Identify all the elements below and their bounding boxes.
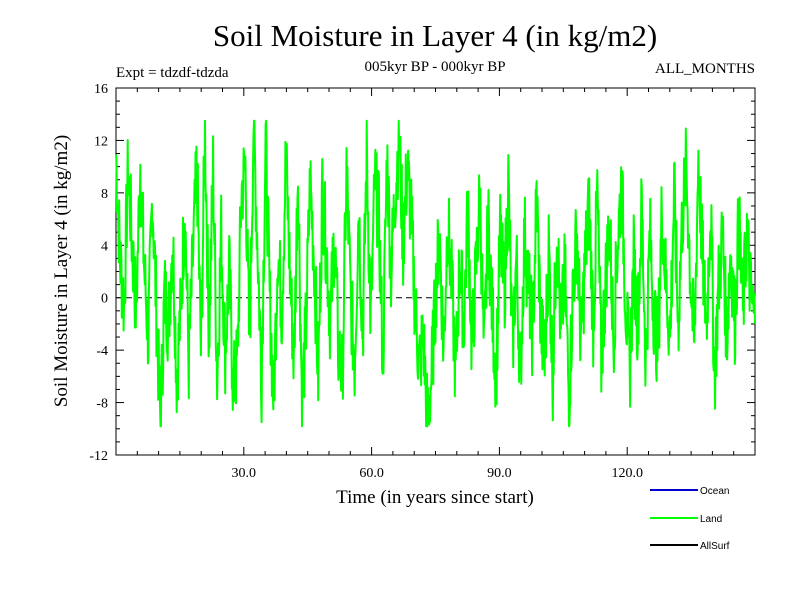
x-tick-label: 90.0 — [487, 466, 512, 481]
chart-title: Soil Moisture in Layer 4 (in kg/m2) — [213, 18, 657, 53]
experiment-label: Expt = tdzdf-tdzda — [116, 65, 229, 81]
legend: Ocean Land AllSurf — [650, 486, 730, 552]
y-tick-label: 0 — [101, 292, 108, 307]
y-tick-label: 12 — [94, 134, 108, 149]
y-axis-label: Soil Moisture in Layer 4 (in kg/m2) — [51, 135, 72, 407]
axis-ticks — [116, 87, 755, 456]
y-tick-label: 4 — [101, 239, 108, 254]
x-tick-label: 120.0 — [611, 466, 643, 481]
months-label: ALL_MONTHS — [655, 61, 755, 77]
x-tick-label: 60.0 — [359, 466, 384, 481]
x-tick-label: 30.0 — [232, 466, 257, 481]
y-tick-label: 16 — [94, 82, 108, 97]
axis-tick-labels: -12 -8 -4 0 4 8 12 16 30.0 60.0 90.0 120.0 — [89, 82, 643, 481]
y-tick-label: -4 — [96, 344, 108, 359]
legend-label-allsurf: AllSurf — [700, 541, 730, 552]
x-axis-label: Time (in years since start) — [336, 487, 534, 508]
period-label: 005kyr BP - 000kyr BP — [364, 59, 505, 75]
legend-label-ocean: Ocean — [700, 486, 729, 497]
y-tick-label: -12 — [89, 449, 108, 464]
y-tick-label: -8 — [96, 397, 108, 412]
series-line-land — [115, 119, 756, 428]
y-tick-label: 8 — [101, 187, 108, 202]
legend-label-land: Land — [700, 514, 722, 525]
series-layer — [115, 119, 756, 428]
